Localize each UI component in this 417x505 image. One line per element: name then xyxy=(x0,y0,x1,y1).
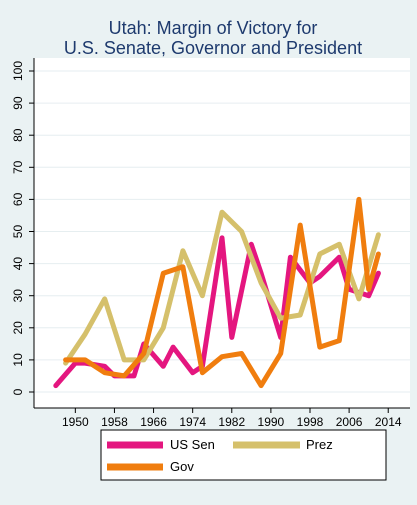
x-tick-label: 1966 xyxy=(140,415,167,429)
y-tick-label: 10 xyxy=(11,353,25,367)
legend-label: Prez xyxy=(306,437,333,452)
series-line-prez xyxy=(63,209,381,366)
x-tick-label: 2006 xyxy=(336,415,363,429)
x-tick-label: 1958 xyxy=(101,415,128,429)
x-tick-label: 1974 xyxy=(179,415,206,429)
x-tick-label: 1982 xyxy=(218,415,245,429)
y-tick-label: 80 xyxy=(11,128,25,142)
y-tick-label: 40 xyxy=(11,257,25,271)
y-tick-label: 50 xyxy=(11,225,25,239)
legend-label: Gov xyxy=(170,459,194,474)
x-tick-label: 1998 xyxy=(297,415,324,429)
legend-label: US Sen xyxy=(170,437,215,452)
y-tick-label: 70 xyxy=(11,160,25,174)
axes: 0 10 20 30 40 50 60 70 80 90 100 1950 1958 1966 1974 19… xyxy=(11,58,410,429)
y-tick-label: 20 xyxy=(11,321,25,335)
x-tick-label: 2014 xyxy=(375,415,402,429)
chart-title-line-1: Utah: Margin of Victory for xyxy=(109,18,318,38)
data-series xyxy=(53,196,381,389)
chart-title-line-2: U.S. Senate, Governor and President xyxy=(64,38,362,58)
y-tick-label: 0 xyxy=(11,388,25,395)
plot-area xyxy=(34,58,410,408)
y-tick-label: 60 xyxy=(11,192,25,206)
legend-box xyxy=(100,429,387,481)
series-line-gov xyxy=(63,196,381,389)
y-tick-label: 100 xyxy=(11,61,25,81)
x-tick-label: 1950 xyxy=(62,415,89,429)
legend: US Sen Prez Gov xyxy=(100,429,387,481)
y-tick-label: 30 xyxy=(11,289,25,303)
x-tick-label: 1990 xyxy=(258,415,285,429)
y-tick-label: 90 xyxy=(11,96,25,110)
